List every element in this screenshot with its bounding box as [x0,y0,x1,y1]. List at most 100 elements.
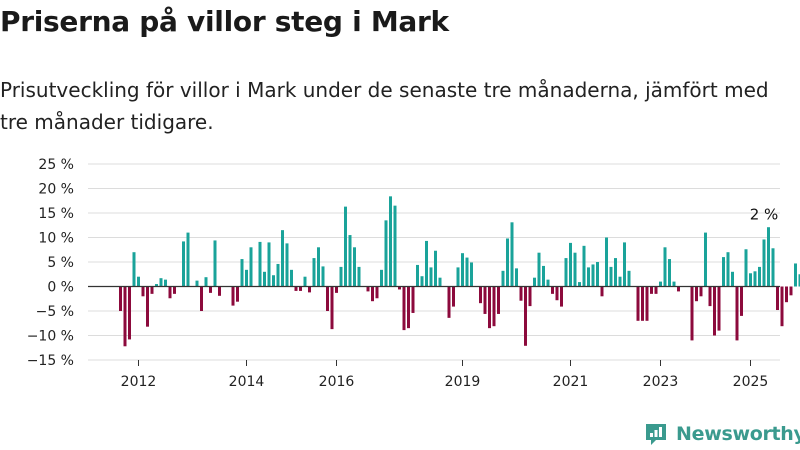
bar [699,286,703,297]
bar [731,271,734,287]
bar [609,266,613,287]
bar [182,241,185,287]
bar [357,266,361,287]
bar [393,205,397,287]
y-tick-label: 25 % [38,157,74,173]
bar [146,286,149,327]
newsworthy-brand[interactable]: Newsworthy [643,419,800,449]
bar [281,230,284,287]
bar [762,239,766,287]
bar [501,270,505,287]
bar [411,286,415,313]
bar [722,257,725,287]
bar [429,267,433,287]
bar [524,286,527,346]
bar [627,270,631,287]
bar [776,286,779,311]
chart-subtitle: Prisutveckling för villor i Mark under d… [0,78,769,134]
bar [542,265,545,287]
bar [330,286,334,330]
bar [623,242,626,287]
bar [159,278,163,287]
bar [398,286,401,290]
bar [798,274,800,287]
bar [785,286,788,303]
bar [231,286,235,306]
bar [128,286,131,340]
bar [713,286,716,336]
y-tick-label: −10 % [27,329,74,345]
bar [564,258,568,287]
bar [479,286,482,304]
bar [551,286,554,294]
bar [533,277,536,287]
bar [420,276,424,287]
bar [726,252,730,287]
bar [402,286,406,331]
bar [645,286,649,321]
x-axis-ticks: 2012 2014 2016 2019 2021 2023 2025 [121,360,768,390]
bar [312,258,316,287]
bar [690,286,694,341]
bar [659,281,662,287]
bar [344,206,347,287]
bar-chart: 25 % 20 % 15 % 10 % 5 % 0 % −5 % −10 % −15 % 201… [27,157,800,390]
bar [546,279,550,287]
bar [164,279,167,287]
bar [569,242,572,287]
bar [758,266,761,287]
x-tick-label: 2014 [229,374,265,390]
bar [276,263,280,287]
bar [303,276,307,287]
bar [789,286,793,296]
bar [483,286,487,314]
bar [695,286,698,302]
bar [753,271,757,287]
bar [708,286,712,307]
bar [132,252,136,287]
bar [596,262,599,287]
bar [335,286,338,293]
bar [353,247,356,287]
bar [740,286,743,316]
bar [470,262,473,287]
bar [380,269,383,287]
bar [537,252,541,287]
bar [488,286,491,329]
bar [375,286,379,299]
bar [515,268,518,287]
bar [461,253,464,287]
bar [771,248,775,287]
bar [672,281,676,287]
bar [263,271,266,287]
bar [272,275,275,287]
bar [299,286,302,291]
bar [267,242,271,287]
bar [717,286,721,331]
x-tick-label: 2019 [445,374,481,390]
bar [677,286,680,292]
bar [780,286,784,327]
bar [560,286,563,307]
y-tick-label: 0 % [47,280,74,296]
chart-title: Priserna på villor steg i Mark [0,5,449,38]
bar [573,252,577,287]
bar [636,286,640,321]
bar [200,286,203,311]
y-tick-label: 20 % [38,182,74,198]
bar [366,286,370,292]
bar [285,243,289,287]
bar [236,286,239,302]
bar [249,247,253,287]
x-tick-label: 2021 [553,374,589,390]
bar [339,266,343,287]
bar [141,286,145,297]
bar [245,269,248,287]
bar [209,286,212,293]
bar [447,286,451,318]
bar [308,286,311,293]
bar [150,286,154,294]
x-tick-label: 2012 [121,374,157,390]
bar [510,222,514,287]
bar [749,273,752,287]
